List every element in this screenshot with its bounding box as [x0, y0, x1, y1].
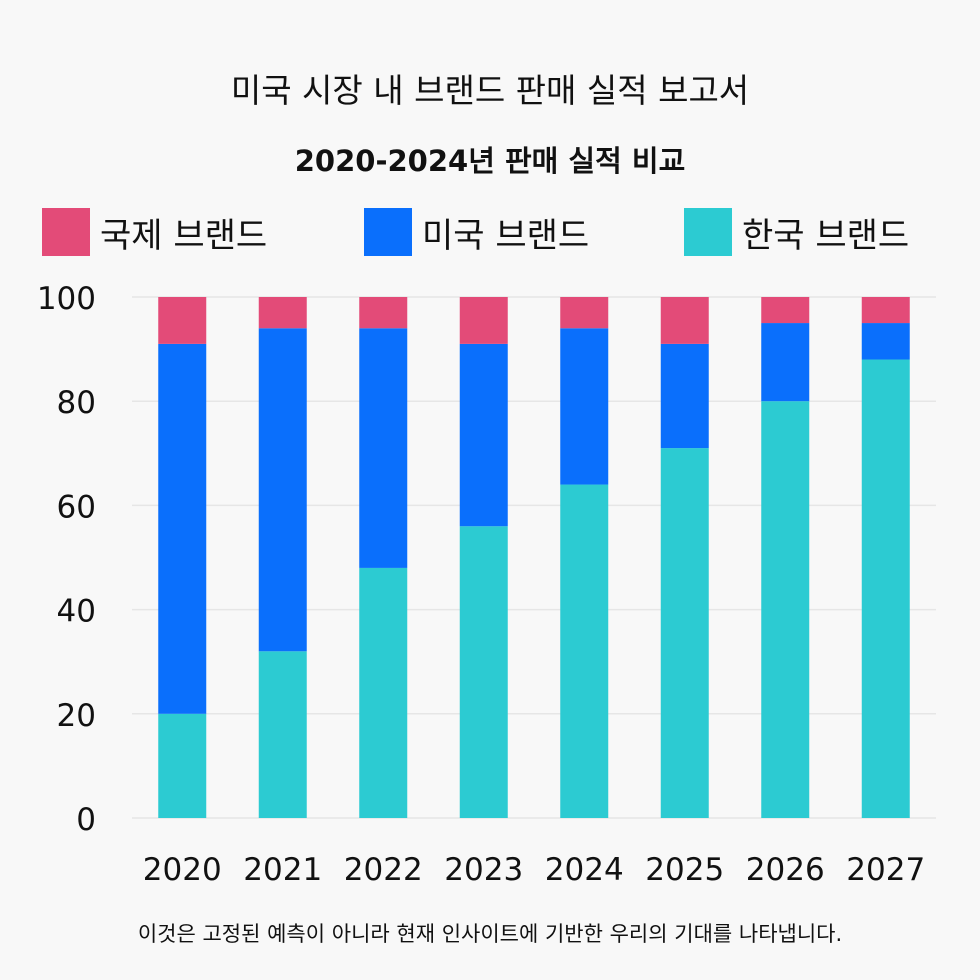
chart-subtitle: 2020-2024년 판매 실적 비교	[294, 144, 686, 178]
x-tick-label: 2025	[645, 852, 724, 888]
bar-segment-international	[560, 297, 609, 329]
legend-label-international: 국제 브랜드	[100, 215, 268, 256]
y-tick-label: 80	[57, 385, 96, 421]
legend-swatch-us	[364, 208, 412, 256]
y-tick-label: 60	[57, 489, 96, 525]
y-tick-label: 0	[76, 802, 96, 838]
chart-title: 미국 시장 내 브랜드 판매 실적 보고서	[230, 71, 750, 110]
bar-segment-korea	[258, 651, 307, 818]
bar-segment-international	[459, 297, 508, 344]
x-tick-label: 2026	[746, 852, 825, 888]
bar-segment-us	[861, 323, 910, 360]
bar-segment-international	[359, 297, 408, 329]
bar-segment-us	[158, 343, 207, 714]
footnote: 이것은 고정된 예측이 아니라 현재 인사이트에 기반한 우리의 기대를 나타냅…	[137, 922, 843, 946]
legend-label-us: 미국 브랜드	[422, 215, 590, 256]
bar-segment-korea	[359, 567, 408, 818]
x-tick-label: 2021	[243, 852, 322, 888]
bar-segment-international	[761, 297, 810, 324]
bar-segment-korea	[861, 359, 910, 818]
bar-segment-korea	[761, 401, 810, 818]
bar-segment-us	[660, 343, 709, 449]
bar-segment-us	[359, 328, 408, 568]
y-tick-label: 100	[37, 281, 96, 317]
x-tick-label: 2020	[143, 852, 222, 888]
legend-swatch-international	[42, 208, 90, 256]
bar-segment-us	[560, 328, 609, 485]
bar-segment-international	[158, 297, 207, 344]
legend-label-korea: 한국 브랜드	[742, 215, 910, 256]
bar-segment-international	[861, 297, 910, 324]
y-tick-label: 20	[57, 698, 96, 734]
x-tick-label: 2027	[846, 852, 925, 888]
bar-segment-korea	[158, 713, 207, 818]
bar-segment-international	[258, 297, 307, 329]
x-tick-label: 2024	[545, 852, 624, 888]
y-tick-label: 40	[57, 594, 96, 630]
legend-item-international: 국제 브랜드	[42, 208, 267, 256]
x-tick-label: 2022	[344, 852, 423, 888]
x-tick-label: 2023	[444, 852, 523, 888]
bar-segment-korea	[459, 526, 508, 818]
bar-segment-us	[258, 328, 307, 652]
bar-segment-korea	[560, 484, 609, 818]
bar-segment-us	[761, 323, 810, 402]
legend-item-korea: 한국 브랜드	[684, 208, 909, 256]
legend-item-us: 미국 브랜드	[364, 208, 589, 256]
bar-segment-international	[660, 297, 709, 344]
legend-swatch-korea	[684, 208, 732, 256]
bar-segment-korea	[660, 448, 709, 818]
bar-segment-us	[459, 343, 508, 527]
